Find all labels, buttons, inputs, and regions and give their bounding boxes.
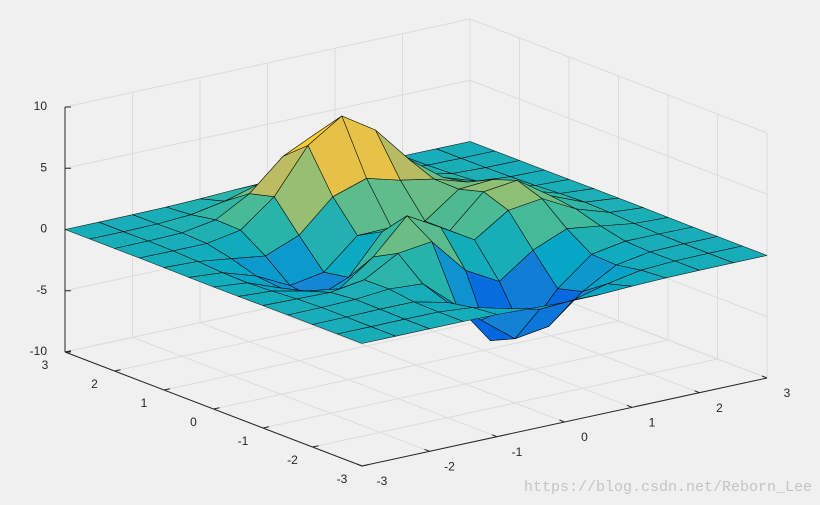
- z-tick-label: 10: [34, 99, 48, 113]
- x-tick: [356, 463, 363, 467]
- grid-line: [64, 18, 471, 108]
- x-tick: [424, 448, 430, 452]
- axes: [64, 106, 768, 467]
- grid-line: [469, 18, 768, 134]
- y-tick-label: -3: [337, 472, 348, 486]
- x-tick-label: 1: [649, 416, 656, 430]
- y-tick-label: 2: [91, 377, 98, 391]
- grid-line: [213, 320, 619, 410]
- y-tick-label: 3: [42, 358, 49, 372]
- x-tick: [491, 434, 498, 438]
- grid-line: [469, 79, 768, 195]
- y-tick-label: 0: [190, 415, 197, 429]
- y-tick: [114, 369, 121, 372]
- x-tick: [694, 390, 700, 394]
- x-tick-label: 0: [581, 430, 588, 444]
- grid-line: [64, 79, 471, 169]
- surface-patch: [307, 115, 367, 197]
- y-tick: [312, 445, 319, 448]
- x-tick-label: -3: [377, 474, 388, 488]
- x-tick-label: -1: [512, 445, 523, 459]
- y-tick: [163, 388, 171, 391]
- grid-line: [312, 358, 718, 448]
- y-tick-label: -1: [238, 434, 249, 448]
- z-tick-label: -10: [30, 344, 48, 358]
- z-tick-label: -5: [36, 283, 47, 297]
- grid-line: [262, 339, 669, 429]
- surface: [64, 115, 768, 344]
- y-tick-label: -2: [287, 453, 298, 467]
- x-tick-label: 3: [784, 386, 791, 400]
- x-tick: [559, 419, 565, 423]
- z-tick-label: 0: [40, 222, 47, 236]
- x-tick-label: 2: [716, 401, 723, 415]
- y-tick: [213, 407, 220, 410]
- surface-patch: [336, 326, 397, 344]
- y-tick: [262, 426, 270, 429]
- x-tick-label: -2: [444, 460, 455, 474]
- z-tick-label: 5: [40, 160, 47, 174]
- y-tick-label: 1: [141, 396, 148, 410]
- x-tick: [761, 375, 768, 379]
- y-tick: [64, 350, 72, 353]
- y-tick: [361, 464, 369, 467]
- x-tick: [626, 404, 633, 408]
- watermark: https://blog.csdn.net/Reborn_Lee: [524, 479, 812, 496]
